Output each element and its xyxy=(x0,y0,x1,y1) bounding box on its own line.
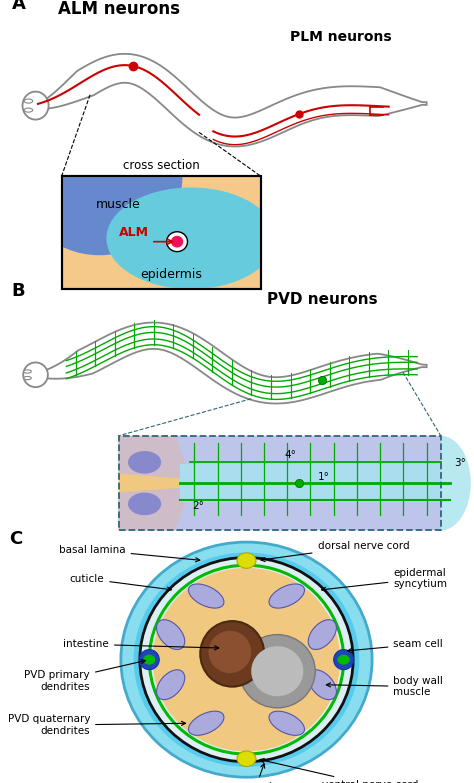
Ellipse shape xyxy=(334,650,354,669)
Text: PLM neurons: PLM neurons xyxy=(291,30,392,44)
Ellipse shape xyxy=(23,92,49,120)
Ellipse shape xyxy=(153,568,340,752)
Text: B: B xyxy=(12,282,26,300)
FancyBboxPatch shape xyxy=(62,176,261,289)
Polygon shape xyxy=(28,54,427,146)
Ellipse shape xyxy=(107,187,276,289)
Text: seam cell: seam cell xyxy=(347,639,443,652)
Ellipse shape xyxy=(24,377,31,380)
Ellipse shape xyxy=(239,634,315,708)
Ellipse shape xyxy=(156,619,185,650)
FancyBboxPatch shape xyxy=(180,464,441,502)
Ellipse shape xyxy=(134,553,359,767)
Circle shape xyxy=(143,655,155,665)
Ellipse shape xyxy=(156,669,185,700)
Circle shape xyxy=(237,553,256,568)
Ellipse shape xyxy=(251,646,303,696)
Circle shape xyxy=(167,232,188,251)
Polygon shape xyxy=(78,54,212,132)
Text: PVD neurons: PVD neurons xyxy=(267,292,378,307)
Ellipse shape xyxy=(189,584,224,608)
Polygon shape xyxy=(246,354,403,403)
Ellipse shape xyxy=(269,584,304,608)
Text: 1°: 1° xyxy=(318,472,329,482)
Text: 3°: 3° xyxy=(454,458,466,468)
Text: 4°: 4° xyxy=(284,450,296,460)
Text: PVD primary
dendrites: PVD primary dendrites xyxy=(25,659,146,691)
Ellipse shape xyxy=(17,97,182,255)
Ellipse shape xyxy=(140,557,353,762)
Polygon shape xyxy=(118,488,441,530)
Circle shape xyxy=(337,655,350,665)
Ellipse shape xyxy=(209,631,251,673)
Ellipse shape xyxy=(189,711,224,735)
Text: C: C xyxy=(9,530,23,548)
Ellipse shape xyxy=(23,363,48,387)
Ellipse shape xyxy=(24,108,33,112)
Polygon shape xyxy=(28,323,427,403)
Text: gonad: gonad xyxy=(240,763,272,783)
Ellipse shape xyxy=(24,99,33,103)
Ellipse shape xyxy=(201,621,264,687)
Ellipse shape xyxy=(128,451,161,474)
Text: epidermal
syncytium: epidermal syncytium xyxy=(321,568,447,591)
Polygon shape xyxy=(118,436,192,530)
Ellipse shape xyxy=(411,436,471,530)
Text: ventral nerve cord: ventral nerve cord xyxy=(260,759,419,783)
Ellipse shape xyxy=(24,370,31,373)
Text: PVD quaternary
dendrites: PVD quaternary dendrites xyxy=(8,714,186,736)
Text: ALM neurons: ALM neurons xyxy=(57,0,180,17)
Ellipse shape xyxy=(121,542,372,778)
Ellipse shape xyxy=(128,493,161,515)
Circle shape xyxy=(171,236,183,247)
Text: dorsal nerve cord: dorsal nerve cord xyxy=(261,541,409,561)
Polygon shape xyxy=(118,436,441,478)
Ellipse shape xyxy=(308,619,337,650)
Ellipse shape xyxy=(308,669,337,700)
Text: intestine: intestine xyxy=(63,639,219,650)
Text: ALM: ALM xyxy=(118,226,149,240)
Text: basal lamina: basal lamina xyxy=(59,545,200,562)
Text: 2°: 2° xyxy=(192,500,204,511)
Circle shape xyxy=(237,751,256,767)
Text: cross section: cross section xyxy=(123,159,200,171)
Text: muscle: muscle xyxy=(96,198,141,211)
Text: cuticle: cuticle xyxy=(70,574,172,591)
Text: epidermis: epidermis xyxy=(140,268,202,281)
Ellipse shape xyxy=(139,650,159,669)
Text: A: A xyxy=(12,0,26,13)
FancyBboxPatch shape xyxy=(118,436,441,530)
Text: body wall
muscle: body wall muscle xyxy=(326,676,443,698)
Ellipse shape xyxy=(269,711,304,735)
